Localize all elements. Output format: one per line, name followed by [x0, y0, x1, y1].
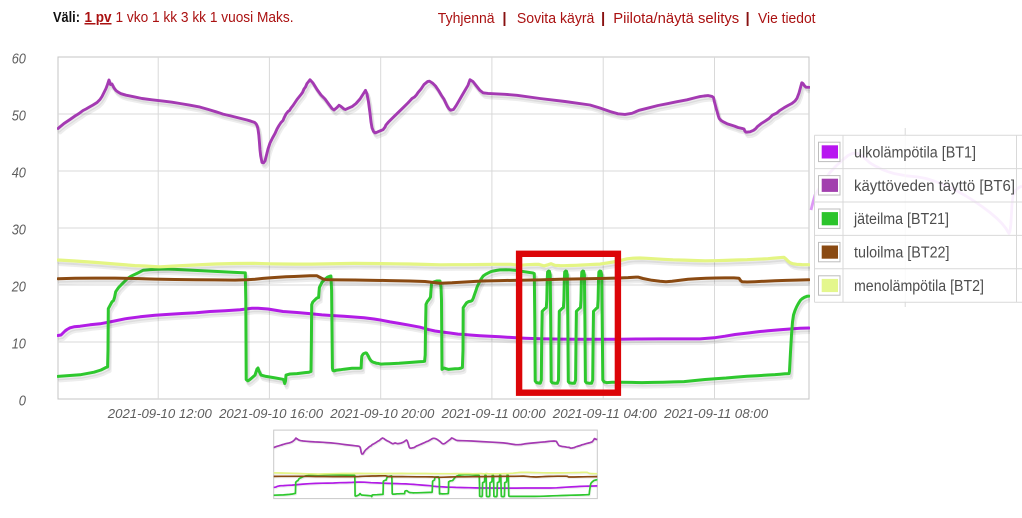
svg-text:0: 0 [19, 393, 26, 409]
svg-text:1 vko 1 kk 3 kk 1 vuosi Maks.: 1 vko 1 kk 3 kk 1 vuosi Maks. [116, 9, 294, 26]
svg-text:2021-09-11 00:00: 2021-09-11 00:00 [441, 406, 547, 421]
svg-text:jäteilma [BT21]: jäteilma [BT21] [853, 211, 949, 228]
svg-text:1 pv: 1 pv [85, 9, 113, 26]
svg-text:menolämpötila [BT2]: menolämpötila [BT2] [854, 278, 984, 295]
svg-text:tuloilma [BT22]: tuloilma [BT22] [854, 245, 950, 262]
svg-text:2021-09-10 20:00: 2021-09-10 20:00 [329, 406, 435, 421]
svg-text:käyttöveden täyttö [BT6]: käyttöveden täyttö [BT6] [854, 178, 1015, 195]
svg-text:40: 40 [12, 165, 26, 181]
svg-text:2021-09-11 08:00: 2021-09-11 08:00 [663, 406, 769, 421]
svg-text:Tyhjennä|Sovita käyrä|Piilota/: Tyhjennä|Sovita käyrä|Piilota/näytä seli… [438, 10, 816, 27]
svg-text:2021-09-10 12:00: 2021-09-10 12:00 [107, 406, 213, 421]
svg-text:2021-09-11 04:00: 2021-09-11 04:00 [552, 406, 658, 421]
svg-text:30: 30 [12, 222, 26, 238]
svg-text:60: 60 [12, 51, 26, 67]
svg-text:Väli:: Väli: [53, 9, 80, 26]
svg-text:10: 10 [12, 336, 26, 352]
svg-text:2021-09-10 16:00: 2021-09-10 16:00 [218, 406, 324, 421]
svg-text:50: 50 [12, 108, 26, 124]
svg-text:20: 20 [11, 279, 26, 295]
svg-text:ulkolämpötila [BT1]: ulkolämpötila [BT1] [854, 144, 976, 161]
